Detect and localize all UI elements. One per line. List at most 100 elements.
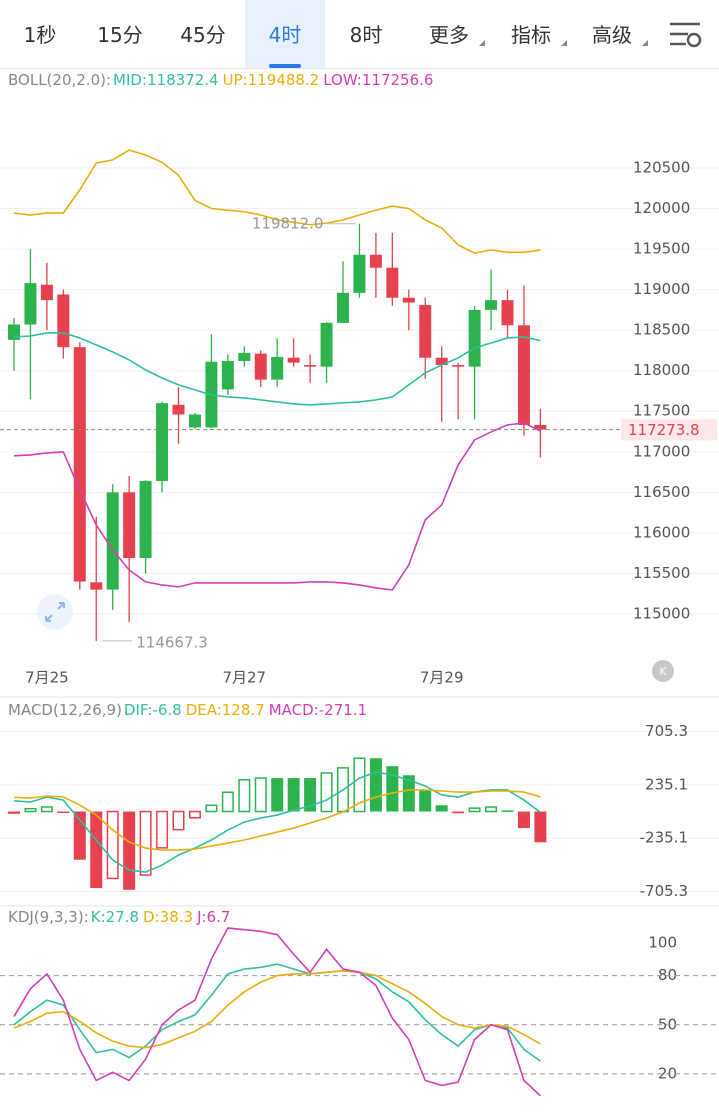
candle-body <box>517 325 530 426</box>
indicator-line <box>13 969 541 1049</box>
tab[interactable]: 45分 <box>180 23 226 47</box>
macd-bar <box>254 777 267 813</box>
tab[interactable]: 15分 <box>97 23 143 47</box>
candle-body <box>57 294 70 348</box>
candle-body <box>172 404 185 415</box>
y-tick-label: 117500 <box>633 402 690 420</box>
indicator-legend: BOLL(20,2.0): MID:118372.4 UP:119488.2 LOW:… <box>8 71 437 89</box>
macd-bar <box>501 810 514 812</box>
candle-body <box>287 357 300 363</box>
macd-bar <box>435 805 448 812</box>
macd-bar <box>287 778 300 812</box>
tab[interactable]: 8时 <box>349 23 383 47</box>
indicator-name: BOLL(20,2.0): <box>8 71 112 89</box>
y-tick-label: 118500 <box>633 321 690 339</box>
candle-body <box>353 254 366 293</box>
candle-body <box>254 353 267 380</box>
macd-bar <box>534 811 547 843</box>
candle-body <box>271 356 284 380</box>
candle-body <box>402 297 415 303</box>
macd-bar <box>452 811 465 814</box>
macd-bar <box>238 779 251 813</box>
legend-entry: J:6.7 <box>197 908 231 926</box>
indicator-line <box>13 789 541 851</box>
candle-body <box>501 300 514 326</box>
macd-bar <box>485 806 498 813</box>
y-tick-label: 118000 <box>633 361 690 379</box>
macd-bar <box>156 810 169 849</box>
y-tick-label: 120000 <box>633 199 690 217</box>
legend-entry: D:38.3 <box>143 908 194 926</box>
indicator-line <box>13 422 541 591</box>
dropdown-arrow <box>561 40 567 46</box>
candle-body <box>156 403 169 481</box>
candle-body <box>188 414 201 428</box>
macd-bar <box>139 810 152 876</box>
macd-bar <box>271 778 284 812</box>
x-tick-label: 7月29 <box>420 669 464 687</box>
y-tick-label: 120500 <box>633 158 690 176</box>
tab[interactable]: 4时 <box>245 0 325 68</box>
y-tick-label: 235.1 <box>645 775 688 793</box>
indicator-line <box>13 963 541 1062</box>
tab[interactable]: 高级 <box>572 0 652 68</box>
macd-bar <box>304 778 317 812</box>
y-tick-label: 116500 <box>633 483 690 501</box>
candle-body <box>73 347 86 582</box>
legend-entry: UP:119488.2 <box>222 71 320 89</box>
svg-text:K: K <box>659 665 667 678</box>
settings-icon[interactable] <box>670 22 702 48</box>
y-tick-label: 116000 <box>633 523 690 541</box>
last-price-box <box>621 418 717 441</box>
macd-bar <box>188 810 201 819</box>
indicator-line <box>13 771 541 873</box>
macd-bar <box>221 791 234 813</box>
tab-bar: 1秒 15分 45分 4时 8时 更多 指标 高级 <box>0 0 719 69</box>
candle-body <box>337 292 349 323</box>
macd-bar <box>40 806 53 813</box>
candle-body <box>90 582 103 590</box>
macd-bar <box>353 757 366 813</box>
k-icon[interactable]: K <box>652 660 674 682</box>
y-tick-label: 100 <box>648 933 677 951</box>
x-tick-label: 7月25 <box>25 669 69 687</box>
y-tick-label: 705.3 <box>645 722 688 740</box>
legend-entry: DEA:128.7 <box>185 701 265 719</box>
y-tick-label: -705.3 <box>640 882 688 900</box>
max-label: 119812.0 <box>252 214 324 232</box>
macd-bar <box>419 789 432 812</box>
tab[interactable]: 指标 <box>491 0 571 68</box>
candle-body <box>24 283 37 325</box>
y-tick-label: 119500 <box>633 240 690 258</box>
macd-bar <box>205 804 218 813</box>
last-price-label: 117273.8 <box>628 421 700 439</box>
indicator-line <box>13 332 541 406</box>
candle-body <box>534 425 547 430</box>
macd-bar <box>402 775 415 812</box>
macd-bar <box>386 766 399 812</box>
macd-bar <box>57 811 70 814</box>
candle-body <box>419 305 432 358</box>
x-tick-label: 7月27 <box>222 669 266 687</box>
candle-body <box>386 267 399 298</box>
macd-bar <box>8 811 20 814</box>
macd-bar <box>517 811 530 828</box>
candle-body <box>8 324 20 340</box>
candle-body <box>452 365 465 367</box>
legend-entry: DIF:-6.8 <box>123 701 182 719</box>
tab[interactable]: 1秒 <box>23 23 57 47</box>
indicator-line <box>13 149 541 254</box>
indicator-name: MACD(12,26,9) <box>8 701 122 719</box>
tab[interactable]: 更多 <box>409 0 489 68</box>
candle-body <box>369 254 382 268</box>
y-tick-label: -235.1 <box>640 829 688 847</box>
candle-body <box>221 360 234 390</box>
y-tick-label: 115500 <box>633 564 690 582</box>
legend-entry: LOW:117256.6 <box>323 71 434 89</box>
expand-icon[interactable] <box>37 594 73 630</box>
macd-bar <box>106 810 119 880</box>
candle-body <box>304 365 317 367</box>
macd-bar <box>369 758 382 812</box>
